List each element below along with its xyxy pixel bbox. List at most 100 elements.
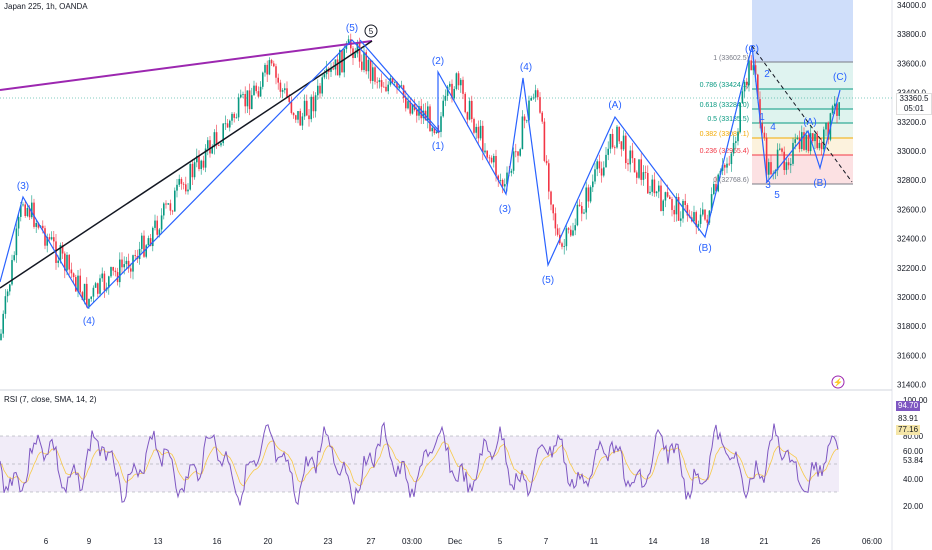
candle-body — [497, 175, 499, 181]
price-tick-label: 33000.0 — [897, 147, 926, 156]
wave-label: 1 — [759, 112, 765, 123]
candle-body — [422, 110, 425, 119]
candle-body — [607, 148, 609, 155]
rsi-indicator-title[interactable]: RSI (7, close, SMA, 14, 2) — [4, 395, 97, 404]
candle-body — [376, 81, 378, 83]
candle-body — [471, 100, 473, 120]
candle-body — [286, 88, 288, 98]
circled-wave-5[interactable] — [364, 24, 378, 38]
time-tick-label: 21 — [760, 537, 769, 546]
candle-body — [618, 126, 620, 142]
candle-body — [704, 209, 706, 220]
candle-body — [75, 277, 77, 292]
time-tick-label: 13 — [154, 537, 163, 546]
candle-body — [299, 111, 301, 126]
fib-level-label: 0.618 (33284.0) — [700, 102, 749, 109]
candle-body — [438, 131, 440, 133]
candle-body — [303, 100, 306, 117]
wave-label: (A) — [608, 100, 621, 111]
candle-body — [539, 97, 541, 113]
candle-body — [24, 204, 26, 217]
candle-body — [398, 85, 400, 89]
candle-body — [671, 199, 673, 210]
candle-body — [658, 185, 660, 192]
candle-body — [358, 42, 361, 62]
candle-body — [50, 237, 53, 240]
candle-body — [831, 106, 834, 114]
price-tick-label: 33200.0 — [897, 118, 926, 127]
wave-label: (1) — [432, 141, 444, 152]
fib-zone-3 — [752, 109, 853, 123]
candle-body — [759, 99, 761, 124]
candle-body — [405, 97, 407, 109]
price-axis[interactable]: 34000.033800.033600.033400.033200.033000… — [897, 1, 926, 390]
candle-body — [616, 126, 618, 148]
candle-body — [699, 214, 702, 224]
candle-body — [449, 83, 451, 87]
rsi-line[interactable] — [0, 421, 839, 506]
candle-body — [196, 155, 198, 163]
alert-icon[interactable] — [831, 375, 845, 389]
candle-body — [609, 133, 612, 149]
candle-body — [6, 291, 9, 297]
wave-segment — [359, 39, 441, 133]
candle-body — [400, 85, 403, 87]
candle-body — [537, 90, 539, 98]
wave-label: (3) — [499, 204, 511, 215]
candle-body — [213, 132, 216, 148]
candle-body — [435, 131, 438, 134]
candle-body — [605, 154, 607, 168]
candle-body — [754, 65, 757, 75]
dashed-trend — [751, 45, 853, 183]
candle-body — [636, 172, 638, 178]
upper-trendline[interactable] — [0, 40, 373, 91]
candle-body — [185, 184, 187, 192]
candle-body — [28, 207, 31, 218]
candle-body — [44, 228, 46, 246]
wave-label: (4) — [520, 62, 532, 73]
candle-body — [741, 91, 744, 103]
time-axis[interactable]: 6 9 13 16 20 23 27 03:00 Dec 5 7 11 14 18 21 26 06:00 — [44, 537, 883, 546]
candle-body — [110, 267, 112, 277]
candlestick-series[interactable] — [0, 33, 840, 341]
wave-label: (2) — [432, 56, 444, 67]
projection-box[interactable] — [752, 0, 853, 62]
time-tick-label: 14 — [649, 537, 658, 546]
candle-body — [231, 113, 233, 121]
rsi-axis[interactable]: 100.00 80.00 60.00 40.00 20.00 53.84 — [903, 396, 928, 511]
candle-body — [779, 148, 781, 150]
candle-body — [204, 148, 207, 168]
candle-body — [268, 60, 271, 75]
wave-label: 3 — [765, 180, 771, 191]
elliott-wave-path[interactable] — [0, 39, 841, 309]
candle-body — [506, 172, 508, 185]
candle-body — [202, 160, 205, 168]
circle-label: 5 — [369, 27, 374, 36]
candle-body — [499, 180, 502, 181]
candle-body — [323, 74, 326, 78]
candle-body — [814, 133, 816, 142]
candle-body — [394, 82, 396, 83]
candle-body — [347, 39, 350, 44]
symbol-title[interactable]: Japan 225, 1h, OANDA — [4, 2, 88, 11]
lower-trendline[interactable] — [0, 40, 373, 289]
candle-body — [466, 112, 469, 120]
rsi-tick-label: 60.00 — [903, 447, 924, 456]
candle-body — [589, 187, 592, 202]
candle-body — [653, 179, 656, 194]
candle-body — [277, 77, 279, 83]
candle-body — [501, 180, 504, 187]
candle-body — [354, 53, 356, 58]
candle-body — [812, 133, 814, 142]
candle-body — [550, 191, 552, 205]
candle-body — [290, 101, 293, 113]
candle-body — [152, 227, 154, 247]
candle-body — [743, 81, 746, 92]
candle-body — [757, 74, 759, 100]
candle-body — [816, 133, 818, 149]
candle-body — [669, 196, 671, 200]
candle-body — [585, 187, 587, 213]
candle-body — [748, 60, 750, 86]
candle-body — [519, 149, 521, 156]
